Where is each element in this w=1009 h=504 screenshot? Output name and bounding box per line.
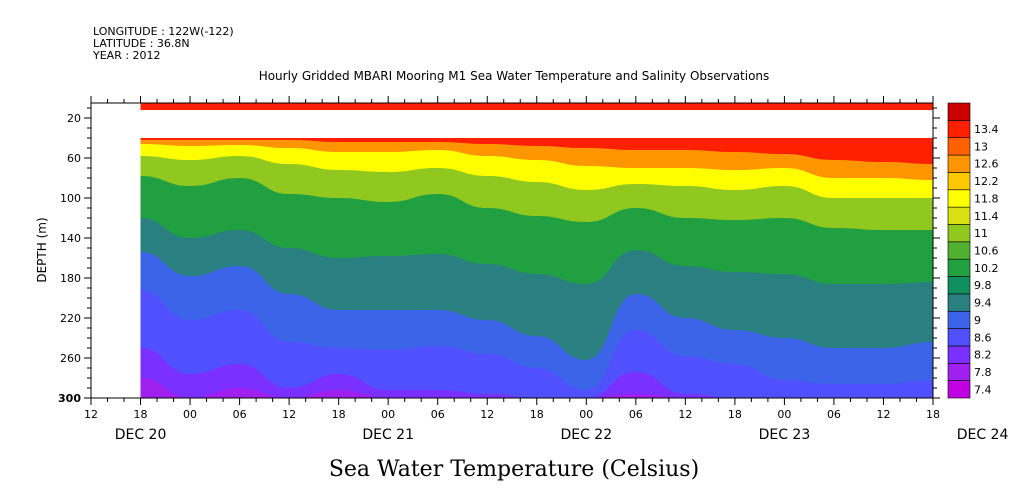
- x-tick-label: 12: [876, 408, 890, 421]
- x-tick-label: 06: [233, 408, 247, 421]
- x-tick-label: 00: [381, 408, 395, 421]
- chart-title: Hourly Gridded MBARI Mooring M1 Sea Wate…: [259, 69, 770, 83]
- y-tick-label: 60: [67, 152, 81, 165]
- x-tick-label: 12: [282, 408, 296, 421]
- y-tick-label: 180: [60, 272, 81, 285]
- colorbar-label: 8.2: [974, 349, 992, 362]
- colorbar-swatch: [947, 154, 971, 173]
- colorbar-label: 11.4: [974, 210, 999, 223]
- x-tick-label: 00: [183, 408, 197, 421]
- y-axis: 20 60 100 140 180 220 260 300: [58, 107, 940, 405]
- figure-caption: Sea Water Temperature (Celsius): [329, 457, 699, 482]
- x-date-label: DEC 24: [957, 427, 1009, 443]
- x-tick-label: 18: [728, 408, 742, 421]
- colorbar-swatch: [947, 276, 971, 295]
- x-tick-label: 12: [480, 408, 494, 421]
- colorbar-label: 13.4: [974, 123, 999, 136]
- colorbar-label: 13: [974, 140, 988, 153]
- y-axis-label: DEPTH (m): [35, 217, 49, 282]
- colorbar-swatch: [947, 345, 971, 364]
- year-label: YEAR : 2012: [92, 49, 161, 62]
- x-tick-label: 18: [530, 408, 544, 421]
- y-tick-label: 100: [60, 192, 81, 205]
- colorbar-swatch: [947, 362, 971, 381]
- colorbar-swatch: [947, 102, 971, 121]
- colorbar-label: 12.6: [974, 158, 999, 171]
- colorbar-swatch: [947, 120, 971, 139]
- colorbar-label: 10.6: [974, 245, 999, 258]
- temperature-field: [140, 138, 933, 398]
- colorbar-swatch: [947, 241, 971, 260]
- colorbar-swatch: [947, 172, 971, 191]
- colorbar-label: 7.8: [974, 366, 992, 379]
- surface-band-fill: [140, 103, 933, 110]
- plot-frame: [90, 102, 934, 399]
- colorbar-swatch: [947, 206, 971, 225]
- colorbar-label: 10.2: [974, 262, 999, 275]
- colorbar-label: 9.8: [974, 279, 992, 292]
- colorbar-swatch: [947, 137, 971, 156]
- x-tick-label: 12: [84, 408, 98, 421]
- colorbar-label: 7.4: [974, 383, 992, 396]
- x-tick-label: 12: [678, 408, 692, 421]
- x-tick-label: 06: [827, 408, 841, 421]
- colorbar-swatch: [947, 293, 971, 312]
- x-tick-label: 18: [926, 408, 940, 421]
- colorbar-label: 9.4: [974, 297, 992, 310]
- x-tick-label: 06: [629, 408, 643, 421]
- longitude-label: LONGITUDE : 122W(-122): [93, 25, 234, 38]
- colorbar-swatch: [947, 380, 971, 399]
- colorbar-label: 11.8: [974, 192, 999, 205]
- colorbar-swatch: [947, 189, 971, 208]
- latitude-label: LATITUDE : 36.8N: [93, 37, 190, 50]
- colorbar-label: 9: [974, 314, 981, 327]
- x-tick-label: 00: [579, 408, 593, 421]
- x-tick-label: 00: [777, 408, 791, 421]
- x-tick-label: 18: [134, 408, 148, 421]
- y-tick-label: 140: [60, 232, 81, 245]
- y-tick-label: 220: [60, 312, 81, 325]
- isotherm-band-7-8: [140, 378, 933, 398]
- x-date-label: DEC 23: [759, 427, 811, 443]
- colorbar-label: 12.2: [974, 175, 999, 188]
- colorbar-label: 11: [974, 227, 988, 240]
- x-date-label: DEC 21: [362, 427, 414, 443]
- x-tick-label: 06: [431, 408, 445, 421]
- colorbar: 7.4 7.8 8.2 8.6 9 9.4 9.8 10.2 10.6 11 11.4 11.8 12.…: [947, 102, 999, 399]
- x-axis: 12 18 00 06 12 18 00 06 12 18 00 06 12 18 00 06 12 18 DEC …: [84, 96, 1008, 443]
- x-date-label: DEC 22: [560, 427, 612, 443]
- colorbar-swatch: [947, 328, 971, 347]
- surface-band: [140, 103, 933, 110]
- plot-area: 12 18 00 06 12 18 00 06 12 18 00 06 12 18 00 06 12 18 DEC …: [58, 96, 1008, 443]
- y-tick-label: 300: [58, 392, 81, 405]
- colorbar-swatch: [947, 258, 971, 277]
- y-tick-label: 260: [60, 352, 81, 365]
- colorbar-label: 8.6: [974, 331, 992, 344]
- x-date-label: DEC 20: [115, 427, 167, 443]
- colorbar-swatch: [947, 224, 971, 243]
- colorbar-swatch: [947, 310, 971, 329]
- x-tick-label: 18: [332, 408, 346, 421]
- y-tick-label: 20: [67, 112, 81, 125]
- isotherm-band-8-2: [140, 348, 933, 398]
- isotherm-band-8-6: [140, 290, 933, 398]
